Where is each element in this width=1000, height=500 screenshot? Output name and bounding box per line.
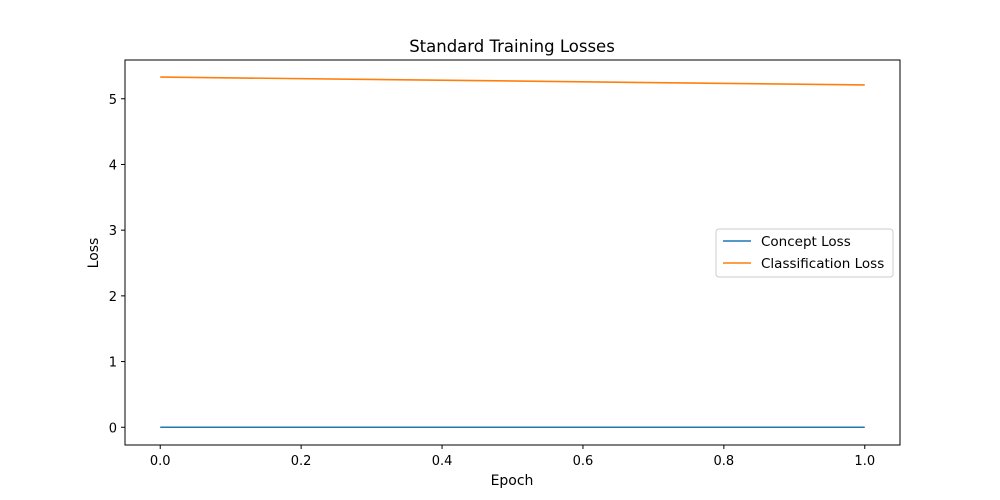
series-lines bbox=[160, 76, 865, 429]
y-tick-label: 3 bbox=[109, 224, 117, 239]
y-tick-label: 1 bbox=[109, 356, 117, 371]
y-tick-label: 0 bbox=[109, 421, 117, 436]
y-axis: 0 1 2 3 4 5 bbox=[109, 93, 125, 436]
y-tick-label: 4 bbox=[109, 158, 117, 173]
x-tick-label: 1.0 bbox=[854, 454, 875, 469]
y-tick-label: 2 bbox=[109, 290, 117, 305]
x-tick-label: 0.2 bbox=[291, 454, 312, 469]
series-line-1 bbox=[160, 76, 865, 86]
legend-label: Concept Loss bbox=[761, 234, 851, 250]
x-axis-label: Epoch bbox=[491, 473, 534, 489]
y-tick-label: 5 bbox=[109, 93, 117, 108]
legend-box bbox=[715, 228, 894, 278]
legend: Concept Loss Classification Loss bbox=[715, 228, 894, 278]
plot-area bbox=[124, 59, 901, 446]
x-axis: 0.0 0.2 0.4 0.6 0.8 1.0 bbox=[150, 445, 875, 469]
x-tick-label: 0.4 bbox=[432, 454, 453, 469]
x-tick-label: 0.6 bbox=[573, 454, 594, 469]
y-axis-label: Loss bbox=[86, 238, 102, 269]
x-tick-label: 0.0 bbox=[150, 454, 171, 469]
x-tick-label: 0.8 bbox=[714, 454, 735, 469]
legend-label: Classification Loss bbox=[761, 256, 884, 272]
chart-title: Standard Training Losses bbox=[409, 37, 615, 56]
